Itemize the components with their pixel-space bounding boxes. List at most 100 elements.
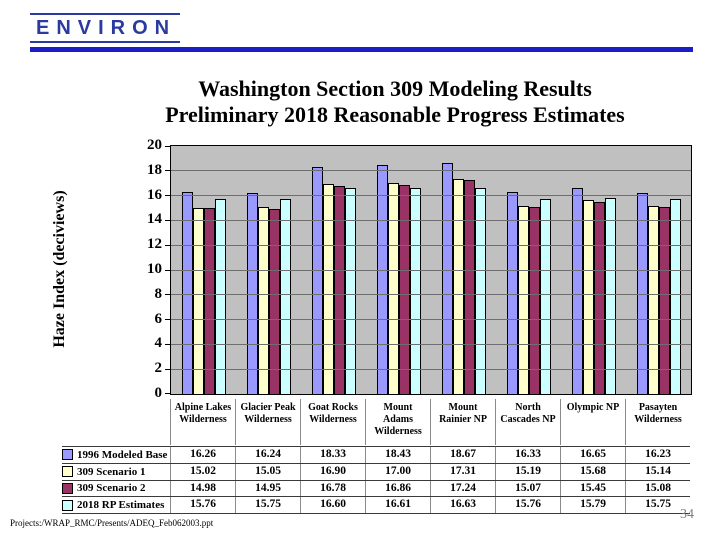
table-value-cell: 17.24	[430, 480, 495, 497]
table-row: 2018 RP Estimates 15.76 15.75 16.60 16.61 16.…	[62, 496, 690, 513]
table-value-cell: 15.19	[495, 463, 560, 480]
bar	[203, 208, 215, 394]
y-tick-mark-14	[165, 219, 170, 221]
bar	[636, 192, 648, 394]
bar	[344, 188, 356, 394]
legend-entry: 1996 Modeled Base	[62, 449, 170, 461]
bar	[474, 187, 486, 394]
y-tick-label-12: 12	[147, 236, 162, 253]
bar	[506, 191, 518, 394]
bar	[539, 198, 551, 394]
bar	[268, 208, 280, 394]
bar	[387, 183, 399, 394]
y-tick-label-2: 2	[154, 360, 163, 377]
table-row: 1996 Modeled Base 16.26 16.24 18.33 18.43 18.…	[62, 446, 690, 463]
table-value-cell: 15.75	[235, 497, 300, 513]
bar	[376, 165, 388, 394]
bar	[669, 198, 681, 394]
category-axis-labels: Alpine Lakes Wilderness Glacier Peak Wild…	[170, 399, 690, 445]
y-tick-label-18: 18	[147, 161, 162, 178]
category-label: Mount Adams Wilderness	[365, 399, 430, 445]
bar	[246, 192, 258, 394]
table-value-cell: 15.75	[625, 497, 690, 513]
y-axis-title: Haze Index (deciviews)	[51, 190, 68, 348]
header-rule	[30, 47, 693, 52]
bar	[647, 206, 659, 394]
chart-plot-area	[165, 145, 692, 395]
table-value-cell: 16.23	[625, 447, 690, 463]
table-row: 309 Scenario 2 14.98 14.95 16.78 16.86 17.24 1…	[62, 479, 690, 497]
table-value-cell: 15.76	[170, 497, 235, 513]
y-tick-label-14: 14	[147, 211, 162, 228]
legend-swatch-icon	[62, 499, 73, 511]
legend-swatch-icon	[62, 482, 73, 494]
y-tick-label-10: 10	[147, 261, 162, 277]
category-label: Olympic NP	[560, 399, 625, 445]
bar	[658, 207, 670, 394]
bar	[604, 198, 616, 394]
y-tick-label-6: 6	[154, 310, 163, 327]
table-value-cell: 16.24	[235, 447, 300, 463]
category-label-text: Mount Rainier NP	[439, 402, 487, 425]
data-table: 1996 Modeled Base 16.26 16.24 18.33 18.43 18.…	[62, 446, 690, 514]
category-label-text: Glacier Peak Wilderness	[240, 402, 296, 425]
bar-groups	[171, 146, 691, 394]
table-value-cell: 16.26	[170, 447, 235, 463]
y-tick-mark-4	[165, 343, 170, 345]
bar	[333, 185, 345, 394]
bar	[409, 188, 421, 394]
table-value-cell: 18.43	[365, 447, 430, 463]
category-label: Alpine Lakes Wilderness	[170, 399, 235, 445]
gridline-10	[171, 269, 691, 271]
bar	[322, 184, 334, 394]
bar	[214, 198, 226, 394]
bar	[181, 192, 193, 394]
table-value-cell: 18.33	[300, 447, 365, 463]
bar	[528, 207, 540, 394]
bar	[571, 187, 583, 394]
table-value-cell: 15.07	[495, 480, 560, 497]
slide-title: Washington Section 309 Modeling Results …	[70, 76, 720, 128]
category-label: North Cascades NP	[495, 399, 560, 445]
y-tick-mark-12	[165, 244, 170, 246]
table-row: 309 Scenario 1 15.02 15.05 16.90 17.00 17.31 1…	[62, 462, 690, 480]
y-tick-mark-2	[165, 368, 170, 370]
legend-swatch-icon	[62, 466, 73, 478]
y-tick-mark-16	[165, 195, 170, 197]
y-tick-mark-8	[165, 294, 170, 296]
bar-group	[236, 146, 301, 394]
y-tick-label-8: 8	[154, 285, 163, 302]
gridline-4	[171, 343, 691, 345]
bar	[257, 207, 269, 394]
y-tick-mark-0	[165, 393, 170, 394]
bar	[398, 184, 410, 394]
bar	[279, 198, 291, 394]
table-value-cell: 16.63	[430, 497, 495, 513]
y-tick-label-16: 16	[147, 186, 162, 203]
bar-group	[431, 146, 496, 394]
y-tick-mark-20	[165, 146, 170, 147]
bar-group	[626, 146, 691, 394]
bar	[452, 179, 464, 394]
y-tick-mark-18	[165, 170, 170, 172]
legend-swatch-icon	[62, 449, 73, 461]
category-label-text: North Cascades NP	[500, 402, 556, 425]
table-value-cell: 17.31	[430, 463, 495, 480]
category-label-text: Mount Adams Wilderness	[374, 402, 422, 437]
page-number: 34	[680, 507, 694, 522]
bar	[463, 180, 475, 394]
bar	[593, 202, 605, 394]
legend-label: 309 Scenario 2	[77, 482, 146, 495]
bar-group	[171, 146, 236, 394]
table-value-cell: 16.78	[300, 480, 365, 497]
table-value-cell: 15.76	[495, 497, 560, 513]
bar	[582, 199, 594, 394]
table-value-cell: 15.68	[560, 463, 625, 480]
table-value-cell: 16.65	[560, 447, 625, 463]
bar	[311, 166, 323, 394]
gridline-12	[171, 244, 691, 246]
gridline-8	[171, 294, 691, 296]
legend-entry: 2018 RP Estimates	[62, 499, 170, 511]
category-label: Goat Rocks Wilderness	[300, 399, 365, 445]
